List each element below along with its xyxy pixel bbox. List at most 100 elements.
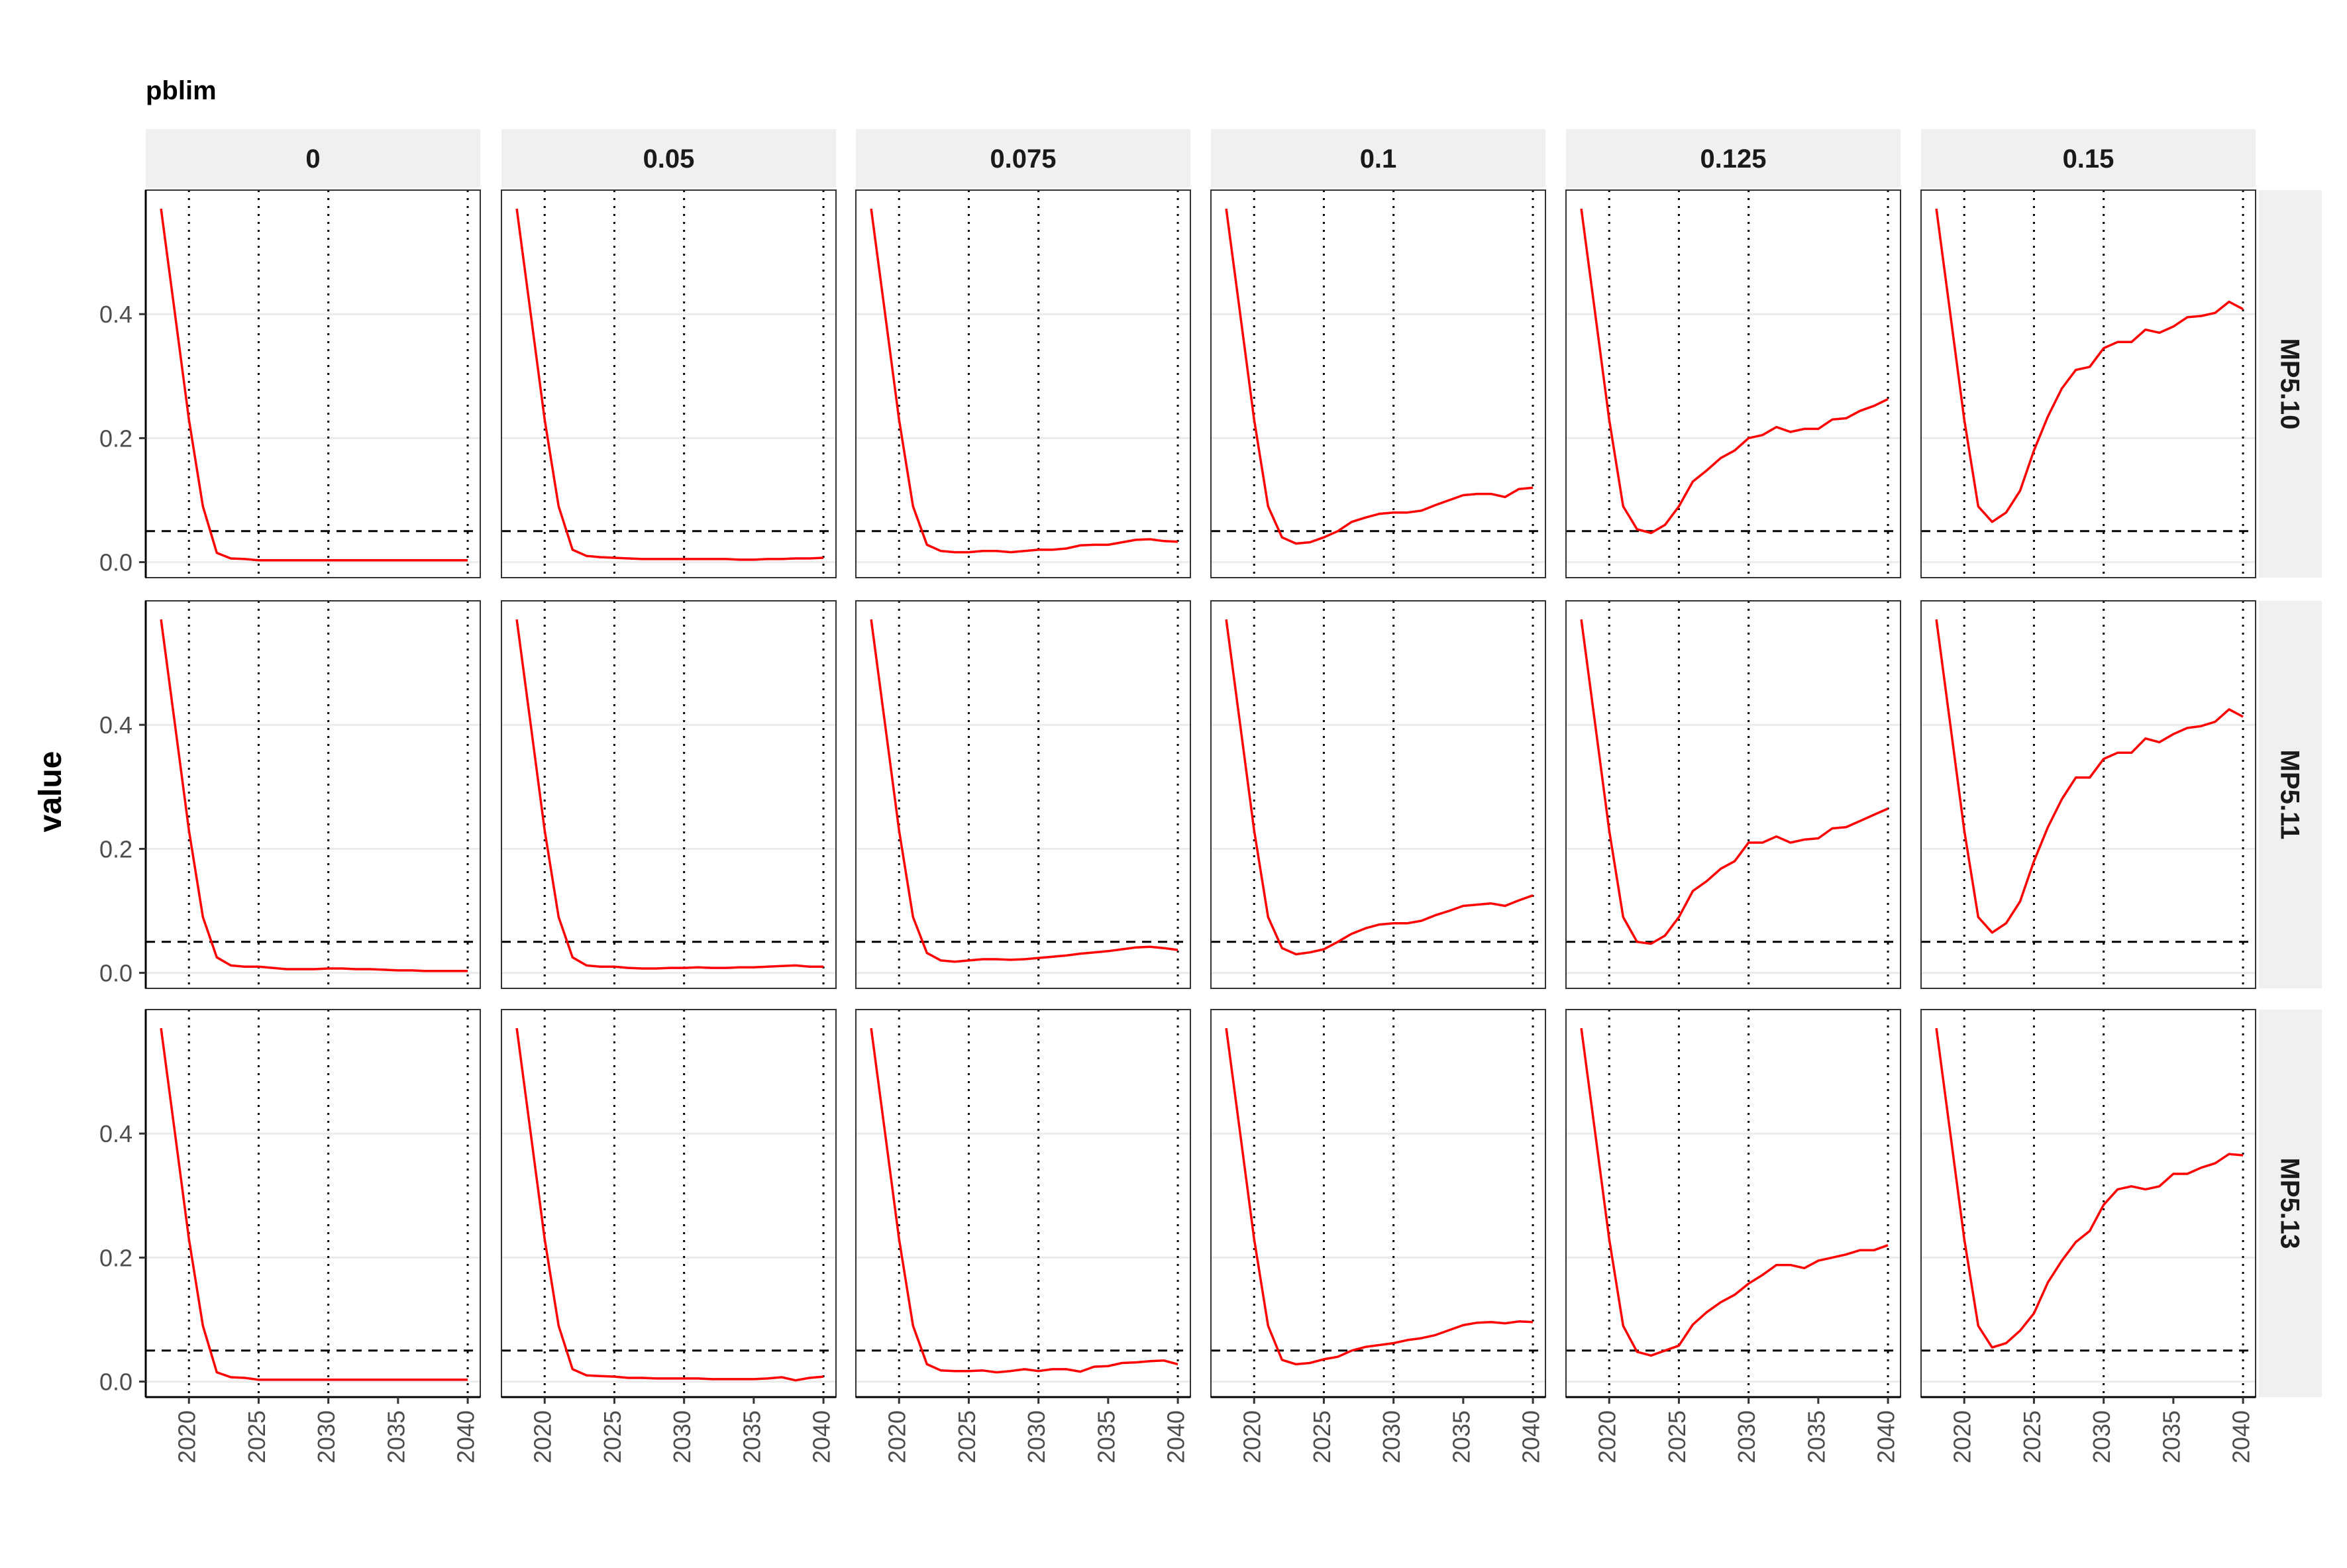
panel: 2020 2025 2030 2035 2040 (1565, 1009, 1901, 1463)
row-strip (2259, 601, 2322, 988)
panel-border (1565, 600, 1901, 989)
panel-border (855, 1009, 1191, 1398)
x-tick-label: 2030 (1378, 1410, 1405, 1463)
panel: 2020 2025 2030 2035 2040 (1920, 1009, 2256, 1463)
series-line (515, 208, 824, 561)
panel-border (1210, 189, 1546, 578)
x-tick-label: 2020 (1949, 1410, 1976, 1463)
x-tick-label: 2030 (2088, 1410, 2115, 1463)
column-strip (501, 129, 836, 187)
y-tick-label: 0.4 (99, 711, 132, 739)
series-line (160, 1027, 468, 1381)
panel-border (501, 189, 837, 578)
column-strip-label: 0.125 (1700, 144, 1766, 174)
column-strip (1921, 129, 2256, 187)
panel-border (1565, 189, 1901, 578)
x-tick-label: 2035 (382, 1410, 409, 1463)
x-tick-label: 2025 (2018, 1410, 2046, 1463)
x-tick-label: 2025 (599, 1410, 626, 1463)
panel-border (1210, 1009, 1546, 1398)
row-strip-label: MP5.13 (2275, 1158, 2305, 1249)
panel (1565, 189, 1901, 578)
y-tick-label: 0.4 (99, 1120, 132, 1147)
series-line (1935, 1027, 2244, 1349)
column-strip-label: 0.1 (1360, 144, 1397, 174)
panel-border (1920, 189, 2256, 578)
panel: 0.0 0.2 0.4 (99, 189, 481, 578)
panel-border (855, 189, 1191, 578)
y-tick-label: 0.0 (99, 549, 132, 576)
x-tick-label: 2040 (808, 1410, 835, 1463)
panel: 2020 2025 2030 2035 2040 (855, 1009, 1191, 1463)
x-tick-label: 2035 (1447, 1410, 1475, 1463)
column-strip (1566, 129, 1901, 187)
x-tick-label: 2020 (529, 1410, 556, 1463)
x-tick-label: 2035 (738, 1410, 765, 1463)
y-tick-label: 0.4 (99, 301, 132, 328)
panel: 0.0 0.2 0.4 2020 2025 2030 2035 2040 (99, 1009, 481, 1463)
x-tick-label: 2025 (1663, 1410, 1691, 1463)
x-tick-label: 2020 (1594, 1410, 1621, 1463)
x-tick-label: 2020 (884, 1410, 911, 1463)
series-line (870, 208, 1178, 554)
row-strip-label: MP5.11 (2275, 750, 2305, 840)
panel-border (1565, 1009, 1901, 1398)
facet-column-title: pblim (146, 76, 217, 105)
x-tick-label: 2040 (452, 1410, 480, 1463)
panel: 2020 2025 2030 2035 2040 (1210, 1009, 1546, 1463)
series-line (515, 619, 824, 970)
x-tick-label: 2040 (1518, 1410, 1545, 1463)
panel (1210, 189, 1546, 578)
panel-border (855, 600, 1191, 989)
panel-border (145, 600, 481, 989)
column-strip-label: 0 (305, 144, 320, 174)
panel (501, 189, 837, 578)
x-tick-label: 2035 (1802, 1410, 1830, 1463)
panel (501, 600, 837, 989)
series-line (160, 208, 468, 562)
panel-border (501, 600, 837, 989)
y-tick-label: 0.2 (99, 1244, 132, 1271)
x-tick-label: 2025 (953, 1410, 980, 1463)
series-line (515, 1027, 824, 1382)
x-tick-label: 2030 (1733, 1410, 1760, 1463)
x-tick-label: 2035 (1092, 1410, 1120, 1463)
panel (1565, 600, 1901, 989)
panel (1920, 600, 2256, 989)
series-line (1935, 619, 2244, 934)
y-tick-label: 0.2 (99, 425, 132, 452)
series-line (1225, 619, 1534, 956)
panel-border (145, 1009, 481, 1398)
panel-border (1920, 1009, 2256, 1398)
y-tick-label: 0.0 (99, 1369, 132, 1396)
x-tick-label: 2040 (1163, 1410, 1190, 1463)
y-tick-label: 0.2 (99, 835, 132, 862)
series-line (1580, 619, 1889, 945)
series-line (1580, 208, 1889, 535)
panel: 0.0 0.2 0.4 (99, 600, 481, 989)
column-strip-label: 0.075 (990, 144, 1056, 174)
y-tick-label: 0.0 (99, 960, 132, 987)
x-tick-label: 2040 (1873, 1410, 1900, 1463)
x-tick-label: 2030 (1023, 1410, 1050, 1463)
x-tick-label: 2025 (243, 1410, 270, 1463)
column-strip-label: 0.05 (643, 144, 695, 174)
panel-border (1920, 600, 2256, 989)
series-line (1580, 1027, 1889, 1357)
column-strip-label: 0.15 (2063, 144, 2114, 174)
x-tick-label: 2040 (2228, 1410, 2255, 1463)
series-line (1225, 208, 1534, 545)
row-strip (2259, 1010, 2322, 1397)
series-line (160, 619, 468, 972)
panel-border (501, 1009, 837, 1398)
y-axis-title: value (33, 751, 68, 833)
panel-border (145, 189, 481, 578)
row-strip (2259, 190, 2322, 578)
panel: 2020 2025 2030 2035 2040 (501, 1009, 837, 1463)
x-tick-label: 2020 (174, 1410, 201, 1463)
series-line (1225, 1027, 1534, 1366)
series-line (870, 619, 1178, 963)
panel (855, 600, 1191, 989)
series-line (1935, 208, 2244, 523)
